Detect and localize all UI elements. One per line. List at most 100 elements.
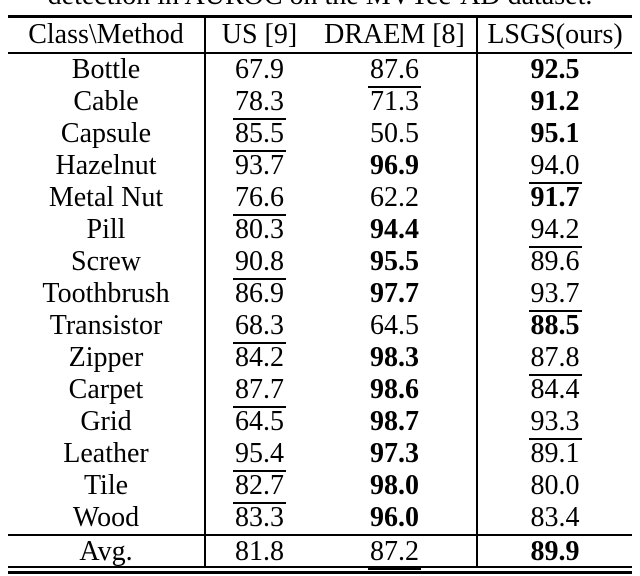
table-row: Cable 78.3 71.3 91.2 — [8, 86, 632, 120]
cell-value: 87.6 — [313, 53, 478, 88]
metric-value-plain: 67.9 — [235, 54, 284, 85]
metric-value-plain: 83.3 — [235, 502, 284, 533]
table-caption-clipped: detection in AUROC on the MVTec-AD datas… — [0, 0, 640, 10]
cell-value: 91.2 — [477, 86, 632, 118]
metric-value-underline: 82.7 — [233, 470, 286, 504]
metric-value-underline: 93.3 — [528, 406, 582, 440]
cell-value: 91.7 — [477, 182, 632, 214]
column-header-lsgs: LSGS(ours) — [477, 16, 632, 54]
cell-value: 83.4 — [477, 502, 632, 536]
row-label: Capsule — [8, 118, 206, 150]
metric-value-bold: 88.5 — [530, 310, 580, 341]
row-label: Tile — [8, 470, 206, 502]
metric-value-underline: 87.2 — [368, 536, 421, 570]
metric-value-plain: 80.3 — [235, 214, 284, 245]
metric-value-underline: 90.8 — [233, 246, 286, 280]
table-row: Metal Nut 76.6 62.2 91.7 — [8, 182, 632, 216]
table-row: Carpet 87.7 98.6 84.4 — [8, 374, 632, 408]
metric-value-underline: 94.0 — [528, 150, 582, 184]
metric-value-underline: 87.8 — [528, 342, 582, 376]
cell-value: 84.4 — [477, 374, 632, 406]
cell-value: 87.8 — [477, 342, 632, 376]
table-caption-text: detection in AUROC on the MVTec-AD datas… — [0, 0, 640, 10]
table-bottom-double-rule — [8, 566, 632, 574]
cell-value: 95.1 — [477, 118, 632, 150]
row-label: Carpet — [8, 374, 206, 406]
cell-value: 71.3 — [313, 86, 478, 118]
metric-value-plain: 93.7 — [235, 150, 284, 181]
metric-value-bold: 92.5 — [530, 54, 580, 85]
metric-value-underline: 87.6 — [368, 54, 421, 88]
row-label: Zipper — [8, 342, 206, 374]
metric-value-bold: 96.9 — [370, 150, 419, 181]
cell-value: 50.5 — [313, 118, 478, 150]
column-header-class-method: Class\Method — [8, 16, 206, 54]
metric-value-bold: 97.3 — [370, 438, 419, 469]
metric-value-bold: 91.2 — [530, 86, 580, 117]
cell-value: 93.3 — [477, 406, 632, 440]
cell-value: 81.8 — [205, 534, 313, 568]
cell-value: 88.5 — [477, 310, 632, 342]
cell-value: 86.9 — [205, 278, 313, 310]
cell-value: 89.6 — [477, 246, 632, 278]
cell-value: 95.5 — [313, 246, 478, 278]
column-header-us: US [9] — [205, 16, 313, 54]
metric-value-underline: 94.2 — [528, 214, 582, 248]
table-row: Screw 90.8 95.5 89.6 — [8, 246, 632, 280]
table-row: Wood 83.3 96.0 83.4 — [8, 502, 632, 536]
metric-value-underline: 85.5 — [233, 118, 286, 152]
table-row: Transistor 68.3 64.5 88.5 — [8, 310, 632, 344]
cell-value: 64.5 — [313, 310, 478, 342]
cell-value: 85.5 — [205, 118, 313, 152]
cell-value: 92.5 — [477, 53, 632, 86]
cell-value: 83.3 — [205, 502, 313, 535]
metric-value-bold: 98.7 — [370, 406, 419, 437]
metric-value-bold: 89.9 — [530, 536, 580, 567]
metric-value-bold: 94.4 — [370, 214, 419, 245]
cell-value: 98.0 — [313, 470, 478, 502]
column-header-draem: DRAEM [8] — [313, 16, 478, 54]
metric-value-bold: 95.1 — [530, 118, 580, 149]
cell-value: 76.6 — [205, 182, 313, 216]
table-row: Bottle 67.9 87.6 92.5 — [8, 53, 632, 88]
cell-value: 68.3 — [205, 310, 313, 344]
metric-value-plain: 50.5 — [370, 118, 419, 149]
cell-value: 98.6 — [313, 374, 478, 406]
row-label: Hazelnut — [8, 150, 206, 182]
metric-value-bold: 95.5 — [370, 246, 419, 277]
cell-value: 89.9 — [477, 534, 632, 568]
table-row: Leather 95.4 97.3 89.1 — [8, 438, 632, 472]
cell-value: 62.2 — [313, 182, 478, 214]
table-row: Grid 64.5 98.7 93.3 — [8, 406, 632, 440]
cell-value: 82.7 — [205, 470, 313, 504]
table-row: Tile 82.7 98.0 80.0 — [8, 470, 632, 504]
cell-value: 96.0 — [313, 502, 478, 535]
metric-value-plain: 81.8 — [235, 536, 284, 567]
average-row: Avg. 81.8 87.2 89.9 — [8, 534, 632, 570]
table-row: Hazelnut 93.7 96.9 94.0 — [8, 150, 632, 184]
cell-value: 93.7 — [205, 150, 313, 182]
cell-value: 96.9 — [313, 150, 478, 182]
row-label: Metal Nut — [8, 182, 206, 214]
metric-value-plain: 89.6 — [530, 246, 580, 277]
cell-value: 90.8 — [205, 246, 313, 280]
metric-value-underline: 76.6 — [233, 182, 286, 216]
metric-value-plain: 71.3 — [370, 86, 419, 117]
cell-value: 78.3 — [205, 86, 313, 120]
cell-value: 87.7 — [205, 374, 313, 408]
cell-value: 94.4 — [313, 214, 478, 246]
row-label: Cable — [8, 86, 206, 118]
cell-value: 80.3 — [205, 214, 313, 246]
metric-value-underline: 87.7 — [233, 374, 286, 408]
cell-value: 97.3 — [313, 438, 478, 470]
row-label: Bottle — [8, 53, 206, 86]
metric-value-plain: 80.0 — [530, 470, 580, 501]
row-label: Transistor — [8, 310, 206, 342]
metric-value-bold: 98.0 — [370, 470, 419, 501]
metric-value-plain: 64.5 — [235, 406, 284, 437]
table-row: Zipper 84.2 98.3 87.8 — [8, 342, 632, 376]
cell-value: 95.4 — [205, 438, 313, 472]
row-label: Avg. — [8, 534, 206, 568]
metric-value-underline: 83.4 — [528, 502, 582, 536]
metric-value-underline: 78.3 — [233, 86, 286, 120]
